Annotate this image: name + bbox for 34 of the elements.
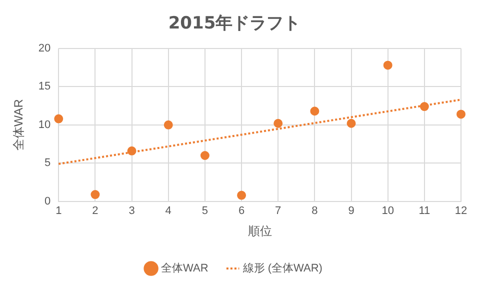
x-tick-label: 1 bbox=[56, 205, 62, 218]
x-tick-label: 5 bbox=[202, 205, 208, 218]
x-tick-label: 2 bbox=[92, 205, 98, 218]
y-tick-label: 0 bbox=[44, 195, 51, 208]
x-tick-label: 9 bbox=[348, 205, 354, 218]
x-axis-title: 順位 bbox=[248, 224, 272, 238]
x-tick-label: 7 bbox=[275, 205, 282, 218]
point bbox=[164, 120, 173, 130]
y-tick-label: 20 bbox=[38, 42, 51, 54]
y-tick-label: 15 bbox=[38, 80, 51, 93]
legend-label: 線形 (全体WAR) bbox=[242, 262, 322, 275]
x-tick-label: 12 bbox=[454, 205, 468, 218]
y-tick-label: 10 bbox=[38, 118, 51, 131]
point bbox=[237, 190, 246, 200]
x-tick-label: 4 bbox=[165, 205, 172, 218]
x-tick-label: 3 bbox=[128, 205, 135, 218]
legend-label: 全体WAR bbox=[161, 262, 208, 275]
x-tick-label: 8 bbox=[312, 205, 318, 218]
point bbox=[90, 190, 100, 200]
point bbox=[54, 114, 64, 124]
point bbox=[127, 146, 136, 156]
x-tick-label: 10 bbox=[382, 205, 394, 218]
x-tick-label: 6 bbox=[238, 205, 245, 218]
point bbox=[456, 110, 466, 119]
point bbox=[310, 106, 320, 116]
point bbox=[200, 151, 210, 160]
y-tick-label: 5 bbox=[44, 157, 51, 170]
x-tick-label: 11 bbox=[418, 205, 430, 218]
chart-title: 2015年ドラフト bbox=[168, 14, 301, 34]
point bbox=[383, 60, 392, 70]
point bbox=[420, 102, 429, 112]
point bbox=[274, 118, 283, 128]
y-axis-title: 全体WAR bbox=[12, 98, 26, 151]
point bbox=[346, 118, 356, 128]
